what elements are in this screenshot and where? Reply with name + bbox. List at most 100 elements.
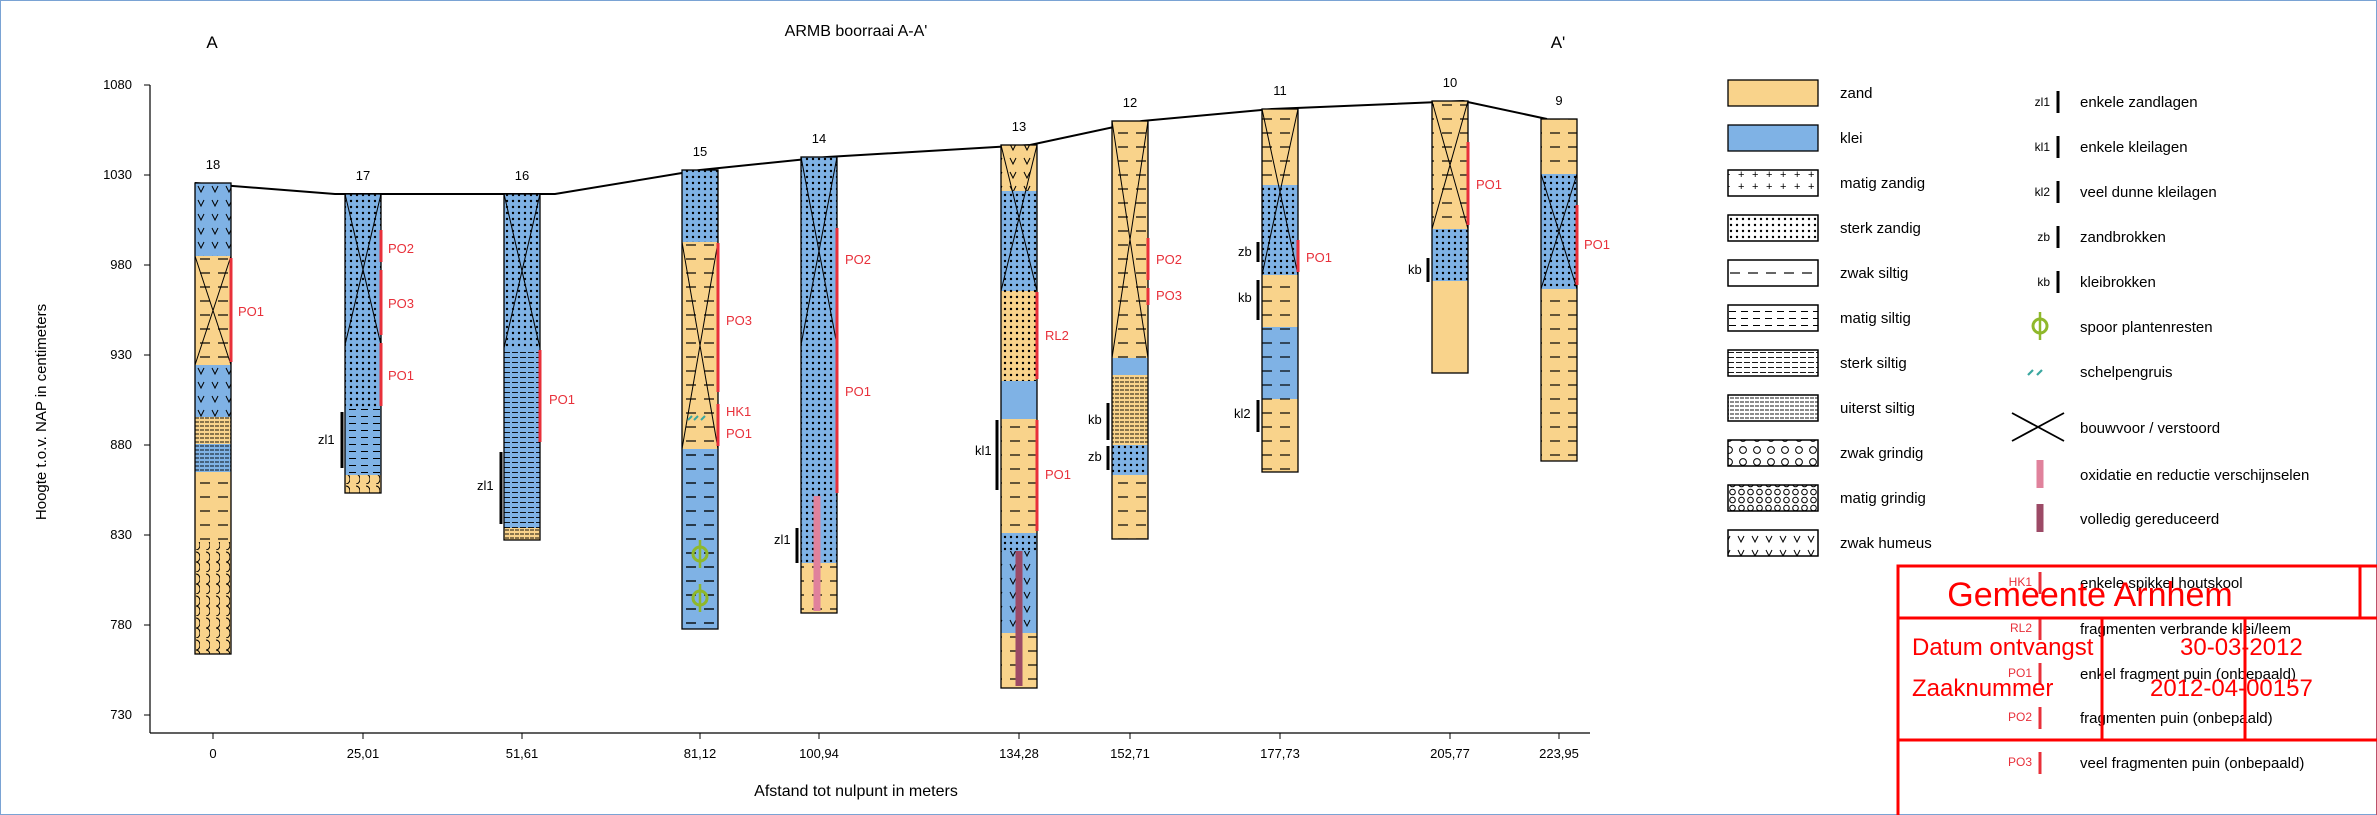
legend-symbol-item: HK1 enkele spikkel houtskool: [2009, 572, 2243, 594]
legend-label: zand: [1840, 85, 1873, 102]
legend-symbol-label: veel dunne kleilagen: [2080, 184, 2217, 201]
legend-item-zwak-siltig: zwak siltig: [1727, 259, 1908, 287]
borehole-10-distance: 205,77: [1430, 746, 1470, 761]
borehole-17-zl1: zl1: [318, 432, 335, 447]
legend-code: PO2: [2008, 710, 2032, 724]
legend-symbol-item: RL2 fragmenten verbrande klei/leem: [2010, 618, 2291, 640]
borehole-12-kb: kb: [1088, 412, 1102, 427]
borehole-10-id: 10: [1443, 75, 1457, 90]
borehole-9-po1: PO1: [1584, 237, 1610, 252]
borehole-14-zl1: zl1: [774, 532, 791, 547]
stamp-case-label: Zaaknummer: [1912, 675, 2053, 702]
legend-symbol-item: PO1 enkel fragment puin (onbepaald): [2008, 663, 2296, 685]
borehole-13-id: 13: [1012, 119, 1026, 134]
y-tick-label: 1030: [103, 167, 132, 182]
legend-swatch-klei: [1727, 124, 1819, 152]
receipt-stamp: Gemeente Arnhem Datum ontvangst 30-03-20…: [1896, 564, 2377, 815]
borehole-10-column: PO1 kb: [1408, 100, 1502, 374]
legend-symbol-label: spoor plantenresten: [2080, 319, 2213, 336]
borehole-12-po3: PO3: [1156, 288, 1182, 303]
borehole-17-column: PO2 PO3 PO1 zl1: [318, 193, 414, 494]
borehole-12-distance: 152,71: [1110, 746, 1150, 761]
legend-item-zwak-humeus: zwak humeus: [1727, 529, 1932, 557]
legend-symbol-label: enkele kleilagen: [2080, 139, 2188, 156]
legend-item-matig-grindig: matig grindig: [1727, 484, 1926, 512]
borehole-17-po3: PO3: [388, 296, 414, 311]
borehole-17-distance: 25,01: [347, 746, 380, 761]
legend-symbol-label: enkele zandlagen: [2080, 94, 2198, 111]
legend-symbol-item: kl2 veel dunne kleilagen: [2035, 181, 2217, 203]
legend-symbol-label: enkele spikkel houtskool: [2080, 575, 2243, 592]
borehole-18-id: 18: [206, 157, 220, 172]
borehole-14-distance: 100,94: [799, 746, 839, 761]
legend-symbol-label: oxidatie en reductie verschijnselen: [2080, 467, 2309, 484]
legend-code: kl2: [2035, 185, 2051, 199]
stamp-case-value: 2012-04-00157: [2150, 675, 2313, 702]
legend-symbol-item: zl1 enkele zandlagen: [2035, 91, 2198, 113]
legend-symbol-item: bouwvoor / verstoord: [2011, 412, 2220, 442]
legend-symbol-item: PO3 veel fragmenten puin (onbepaald): [2008, 752, 2304, 774]
stamp-date-label: Datum ontvangst: [1912, 634, 2094, 661]
borehole-16-id: 16: [515, 168, 529, 183]
legend: zand klei matig zandig sterk zandig zwak sil…: [1727, 79, 2309, 774]
disturbed-cross-icon: [2011, 412, 2065, 442]
shell-fragment-icon: [687, 415, 706, 421]
y-tick-label: 1080: [103, 77, 132, 92]
borehole-14-column: PO2 PO1 zl1: [774, 156, 871, 614]
x-axis: Afstand tot nulpunt in meters 0 25,01 51,6…: [150, 732, 1590, 800]
legend-code: PO1: [2008, 666, 2032, 680]
borehole-17-po2: PO2: [388, 241, 414, 256]
legend-code: PO3: [2008, 755, 2032, 769]
legend-item-sterk-siltig: sterk siltig: [1727, 349, 1907, 377]
legend-symbol-label: fragmenten verbrande klei/leem: [2080, 621, 2291, 638]
shell-fragment-icon: [2027, 369, 2043, 376]
legend-label: matig zandig: [1840, 175, 1925, 192]
borehole-15-distance: 81,12: [684, 746, 717, 761]
legend-code: kb: [2037, 275, 2050, 289]
legend-item-zand: zand: [1727, 79, 1873, 107]
borehole-18-distance: 0: [209, 746, 216, 761]
legend-label: sterk zandig: [1840, 220, 1921, 237]
borehole-17-po1: PO1: [388, 368, 414, 383]
borehole-16-distance: 51,61: [506, 746, 539, 761]
borehole-17-id: 17: [356, 168, 370, 183]
legend-code: RL2: [2010, 621, 2032, 635]
legend-label: matig siltig: [1840, 310, 1911, 327]
section-end-label: A': [1551, 33, 1566, 52]
borehole-9-distance: 223,95: [1539, 746, 1579, 761]
borehole-10-kb: kb: [1408, 262, 1422, 277]
stamp-date-value: 30-03-2012: [2180, 634, 2303, 661]
section-start-label: A: [206, 33, 218, 52]
borehole-15-column: PO3 HK1 PO1: [681, 169, 752, 630]
legend-symbol-item: kb kleibrokken: [2037, 271, 2156, 293]
borehole-11-kb: kb: [1238, 290, 1252, 305]
borehole-16-po1: PO1: [549, 392, 575, 407]
legend-item-uiterst-siltig: uiterst siltig: [1727, 394, 1915, 422]
borehole-13-kl1: kl1: [975, 443, 992, 458]
borehole-13-distance: 134,28: [999, 746, 1039, 761]
borehole-11-po1: PO1: [1306, 250, 1332, 265]
legend-symbol-item: PO2 fragmenten puin (onbepaald): [2008, 707, 2273, 729]
legend-symbol-item: schelpengruis: [2027, 364, 2173, 381]
legend-item-sterk-zandig: sterk zandig: [1727, 214, 1921, 242]
borehole-13-po1: PO1: [1045, 467, 1071, 482]
y-tick-label: 980: [110, 257, 132, 272]
y-tick-label: 830: [110, 527, 132, 542]
legend-code: HK1: [2009, 575, 2033, 589]
borehole-11-zb: zb: [1238, 244, 1252, 259]
borehole-12-zb: zb: [1088, 449, 1102, 464]
legend-label: zwak humeus: [1840, 535, 1932, 552]
y-tick-label: 880: [110, 437, 132, 452]
legend-item-zwak-grindig: zwak grindig: [1727, 439, 1923, 467]
borehole-12-id: 12: [1123, 95, 1137, 110]
borehole-18-column: PO1: [194, 182, 264, 655]
legend-symbol-label: bouwvoor / verstoord: [2080, 420, 2220, 437]
legend-item-klei: klei: [1727, 124, 1863, 152]
plant-remains-icon: [691, 540, 709, 568]
borehole-9-id: 9: [1555, 93, 1562, 108]
borehole-11-column: PO1 zb kb kl2: [1234, 108, 1332, 473]
borehole-9-column: PO1: [1540, 118, 1610, 462]
legend-label: matig grindig: [1840, 490, 1926, 507]
